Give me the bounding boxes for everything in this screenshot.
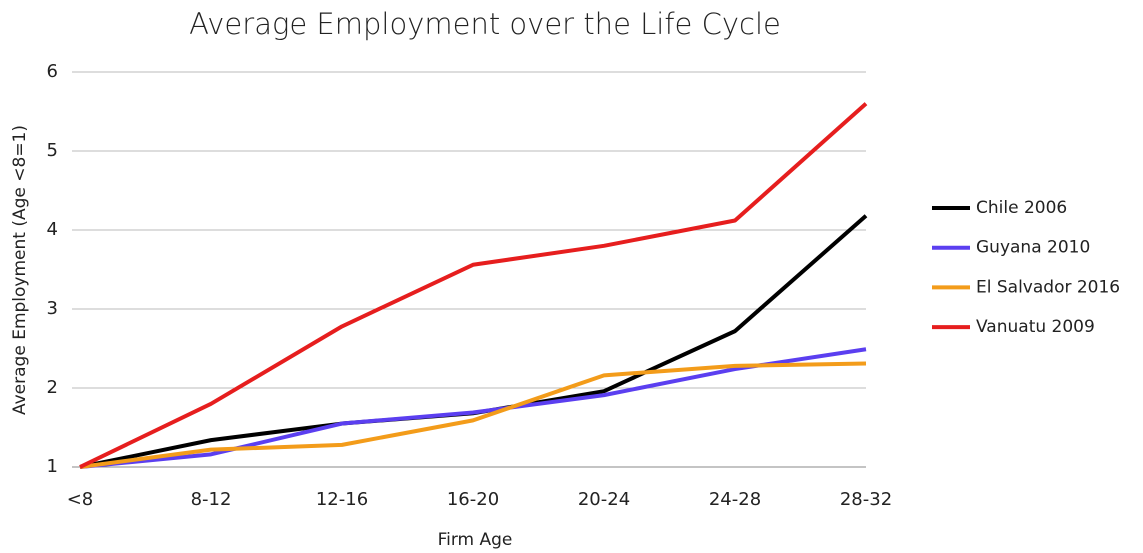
legend-label: Vanuatu 2009 [976, 317, 1095, 337]
y-tick-label: 3 [47, 298, 58, 319]
x-tick-label: 28-32 [840, 489, 892, 510]
y-tick-label: 1 [47, 456, 58, 477]
series-line [79, 361, 867, 469]
x-axis-label: Firm Age [438, 530, 513, 550]
legend-label: Chile 2006 [976, 198, 1067, 218]
legend-label: Guyana 2010 [976, 238, 1090, 258]
series-line [79, 102, 868, 469]
y-tick-label: 6 [47, 61, 58, 82]
x-tick-label: 12-16 [316, 489, 368, 510]
y-tick-label: 2 [47, 377, 58, 398]
chart-title: Average Employment over the Life Cycle [189, 7, 781, 41]
series-line [79, 214, 868, 469]
x-tick-label: <8 [67, 489, 94, 510]
y-tick-label: 4 [47, 219, 58, 240]
y-tick-label: 5 [47, 140, 58, 161]
x-tick-label: 16-20 [447, 489, 499, 510]
x-tick-label: 8-12 [191, 489, 232, 510]
series-line [79, 347, 867, 469]
x-tick-label: 20-24 [578, 489, 630, 510]
y-axis-label: Average Employment (Age <8=1) [10, 125, 30, 415]
x-tick-label: 24-28 [709, 489, 761, 510]
legend-label: El Salvador 2016 [976, 277, 1120, 297]
